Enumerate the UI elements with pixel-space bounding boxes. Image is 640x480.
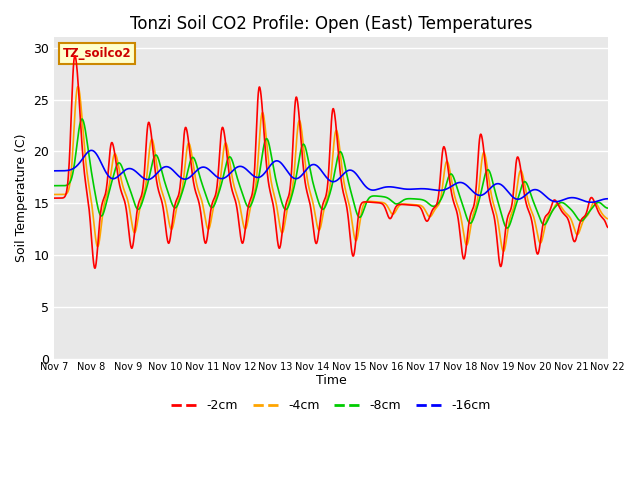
X-axis label: Time: Time [316,374,346,387]
Y-axis label: Soil Temperature (C): Soil Temperature (C) [15,134,28,263]
Legend: -2cm, -4cm, -8cm, -16cm: -2cm, -4cm, -8cm, -16cm [166,394,495,417]
Title: Tonzi Soil CO2 Profile: Open (East) Temperatures: Tonzi Soil CO2 Profile: Open (East) Temp… [130,15,532,33]
Text: TZ_soilco2: TZ_soilco2 [63,47,131,60]
